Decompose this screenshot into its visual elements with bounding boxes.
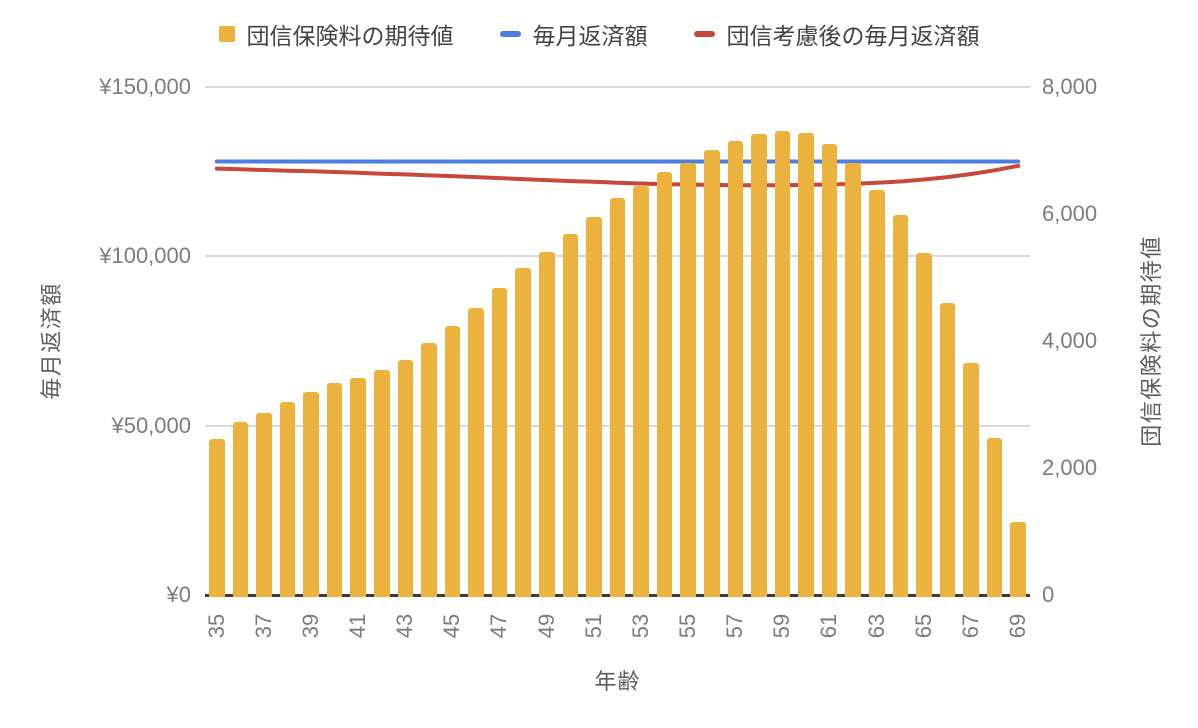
bar xyxy=(586,217,602,597)
legend-label: 団信考慮後の毎月返済額 xyxy=(726,23,980,49)
gridline xyxy=(205,86,1030,88)
x-axis-title: 年齢 xyxy=(594,669,641,694)
y-left-tick-label: ¥0 xyxy=(166,582,191,607)
x-tick-label: 43 xyxy=(380,601,430,651)
bar xyxy=(845,163,861,597)
legend-square-swatch-icon xyxy=(218,26,235,42)
y-right-tick-label: 8,000 xyxy=(1042,74,1098,99)
bar xyxy=(774,130,791,597)
x-tick-label: 47 xyxy=(475,601,525,651)
chart-legend: 団信保険料の期待値 毎月返済額 団信考慮後の毎月返済額 xyxy=(0,17,1198,51)
legend-label: 毎月返済額 xyxy=(532,23,648,49)
x-tick-label-text: 39 xyxy=(298,613,324,639)
bar xyxy=(986,438,1003,597)
x-tick-label-text: 55 xyxy=(675,613,701,639)
x-tick-label: 67 xyxy=(946,601,996,651)
x-tick-label-text: 61 xyxy=(816,613,842,639)
y-left-tick-label: ¥100,000 xyxy=(99,243,191,269)
right-axis-title: 団信保険料の期待値 xyxy=(1126,87,1174,595)
y-right-tick-label: 4,000 xyxy=(1042,328,1098,353)
y-left-tick-label: ¥50,000 xyxy=(111,412,191,438)
x-tick-label: 61 xyxy=(805,601,855,651)
bar xyxy=(209,439,225,597)
x-tick-label: 69 xyxy=(993,601,1043,651)
x-tick-label: 41 xyxy=(333,601,383,651)
x-tick-label: 49 xyxy=(522,601,572,651)
repayment-after-danshin-line xyxy=(214,163,1021,188)
x-tick-label-text: 49 xyxy=(533,613,559,639)
bar xyxy=(444,325,461,597)
bar xyxy=(869,189,885,597)
bar xyxy=(350,377,366,597)
bar xyxy=(279,401,296,597)
x-tick-label-text: 43 xyxy=(392,613,418,639)
x-tick-label: 39 xyxy=(286,601,336,651)
bar xyxy=(1010,521,1026,597)
x-tick-label-text: 37 xyxy=(250,613,276,639)
bar xyxy=(256,412,272,597)
bar xyxy=(468,307,484,597)
bar xyxy=(303,391,319,597)
x-tick-label-text: 59 xyxy=(769,613,795,639)
y-left-tick-label: ¥150,000 xyxy=(99,74,191,99)
x-tick-label-text: 65 xyxy=(910,613,936,639)
x-tick-label: 63 xyxy=(852,601,902,651)
x-tick-label-text: 51 xyxy=(580,613,606,639)
x-tick-label: 51 xyxy=(569,601,619,651)
bar xyxy=(421,342,437,597)
legend-item: 団信保険料の期待値 xyxy=(218,17,454,51)
bar xyxy=(680,163,696,597)
bar xyxy=(656,172,673,597)
bar xyxy=(609,198,626,597)
legend-label: 団信保険料の期待値 xyxy=(246,23,454,49)
x-tick-label-text: 45 xyxy=(439,613,465,639)
left-axis-title: 毎月返済額 xyxy=(28,87,72,595)
bar xyxy=(515,267,531,597)
bar xyxy=(374,370,390,597)
x-tick-label-text: 35 xyxy=(203,613,229,639)
x-tick-label-text: 47 xyxy=(486,613,512,639)
y-right-tick-label: 6,000 xyxy=(1042,201,1098,226)
x-tick-label-text: 57 xyxy=(722,613,748,639)
bar xyxy=(232,422,249,597)
x-tick-label-text: 69 xyxy=(1005,613,1031,639)
bar xyxy=(326,382,343,597)
x-tick-label: 35 xyxy=(192,601,242,651)
bar xyxy=(798,132,814,597)
bar xyxy=(704,149,720,597)
left-axis-title-text: 毎月返済額 xyxy=(39,282,65,400)
bar xyxy=(963,362,979,597)
bar xyxy=(727,140,744,597)
right-axis-title-text: 団信保険料の期待値 xyxy=(1139,235,1165,447)
bar xyxy=(821,144,838,597)
x-tick-label: 59 xyxy=(758,601,808,651)
x-tick-label: 53 xyxy=(616,601,666,651)
bar xyxy=(633,186,649,597)
bar xyxy=(751,133,767,597)
y-right-tick-label: 0 xyxy=(1042,582,1055,607)
bar xyxy=(939,302,956,597)
bar xyxy=(892,214,909,597)
legend-item: 毎月返済額 xyxy=(499,17,648,51)
bar xyxy=(397,360,414,597)
legend-line-swatch-icon xyxy=(499,31,521,37)
legend-line-swatch-icon xyxy=(693,31,715,37)
legend-item: 団信考慮後の毎月返済額 xyxy=(693,17,980,51)
x-tick-label-text: 53 xyxy=(628,613,654,639)
x-tick-label-text: 63 xyxy=(863,613,889,639)
bar xyxy=(539,252,555,597)
x-tick-label: 55 xyxy=(663,601,713,651)
x-tick-label: 57 xyxy=(710,601,760,651)
bar xyxy=(916,252,932,597)
bar xyxy=(562,233,579,597)
x-tick-label: 37 xyxy=(239,601,289,651)
bar xyxy=(491,287,508,597)
x-tick-label: 45 xyxy=(428,601,478,651)
x-tick-label: 65 xyxy=(899,601,949,651)
x-tick-label-text: 41 xyxy=(345,613,371,639)
x-tick-label-text: 67 xyxy=(958,613,984,639)
y-right-tick-label: 2,000 xyxy=(1042,455,1098,480)
